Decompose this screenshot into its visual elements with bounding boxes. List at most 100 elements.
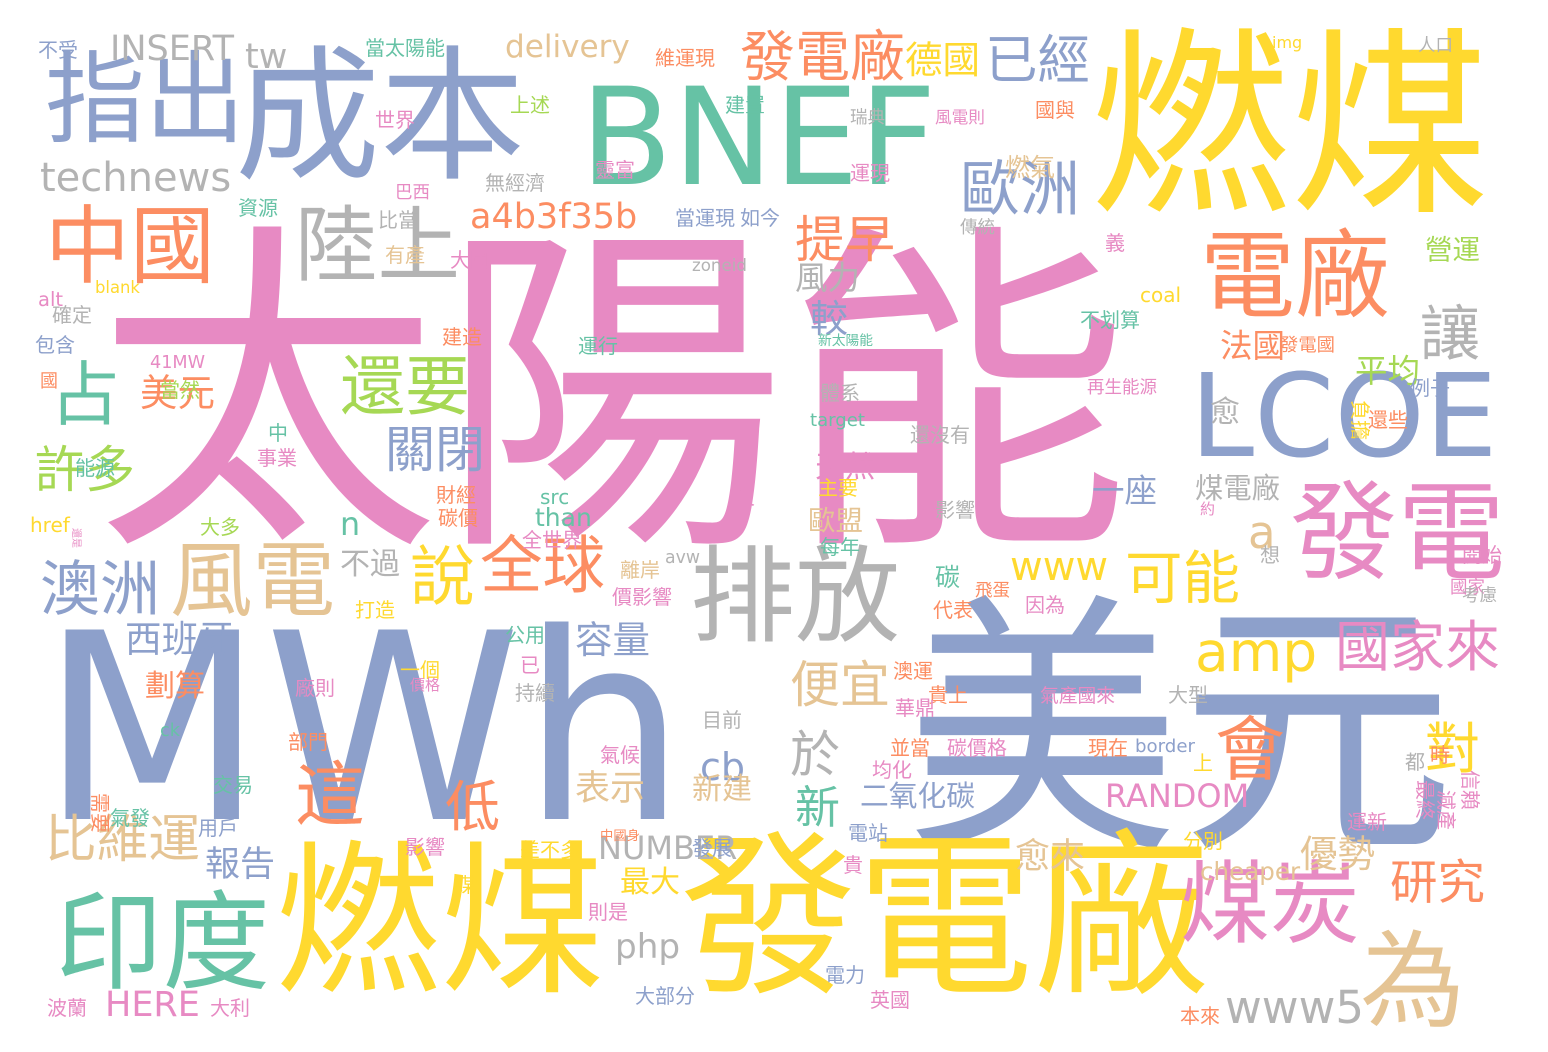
word: 則是 xyxy=(588,900,628,924)
word: 媒 xyxy=(455,873,475,897)
word: 現在 xyxy=(1088,736,1128,760)
word: 新 xyxy=(795,781,841,834)
word: 考慮 xyxy=(1462,586,1497,606)
word: 減產 xyxy=(1434,790,1458,830)
word: 發電國 xyxy=(1280,335,1335,356)
word: 並當 xyxy=(890,736,930,760)
word: img xyxy=(1272,33,1303,52)
word: 便宜 xyxy=(790,656,890,714)
word: 於 xyxy=(790,726,840,784)
word: 人口 xyxy=(1418,36,1453,56)
word: avw xyxy=(665,548,701,568)
word: delivery xyxy=(505,29,630,65)
word: 當太陽能 xyxy=(365,36,445,60)
word: blank xyxy=(95,278,140,297)
word: 都 xyxy=(1405,750,1425,774)
word: 義 xyxy=(1105,231,1125,255)
word: amp xyxy=(1195,620,1318,684)
word: 需要 xyxy=(88,793,112,833)
word: 部門 xyxy=(288,730,328,754)
word: 建造 xyxy=(442,325,482,349)
word: 打造 xyxy=(355,598,395,622)
word: zoneid xyxy=(692,256,747,275)
word: MWh xyxy=(40,579,687,881)
word: 已 xyxy=(520,653,540,677)
word: 表示 xyxy=(575,769,646,809)
word: 碳 xyxy=(935,563,961,592)
word: 有產 xyxy=(385,243,425,267)
word: 營運 xyxy=(1425,234,1480,266)
word: 維運現 xyxy=(655,46,715,70)
word: 新建 xyxy=(692,772,752,807)
word: 不划算 xyxy=(1080,308,1140,332)
word: 燃煤 xyxy=(1090,11,1491,244)
word: 大國 xyxy=(450,248,490,272)
word: 氣發 xyxy=(110,806,150,830)
word: 離岸 xyxy=(620,558,660,582)
word: 用戶 xyxy=(198,816,238,840)
word: 電廠 xyxy=(1200,222,1391,332)
word: alt xyxy=(38,288,64,311)
word: 建置 xyxy=(725,93,765,117)
word: 中國身 xyxy=(600,829,640,844)
word: 研究 xyxy=(1390,856,1485,911)
word: 分別 xyxy=(1183,829,1223,853)
word: 排放 xyxy=(690,536,901,658)
word: 美元 xyxy=(140,371,215,415)
word: 會 xyxy=(1215,709,1285,791)
word: 不過 xyxy=(340,547,400,582)
word: 波蘭 xyxy=(47,996,87,1020)
word: 氣候 xyxy=(600,743,640,767)
word: 體系 xyxy=(820,381,860,405)
word: 成本 xyxy=(235,33,525,202)
word: 開始 xyxy=(1462,543,1502,567)
word: 均化 xyxy=(872,758,912,782)
word: 持續 xyxy=(515,681,555,705)
word: 比維運 xyxy=(45,810,200,870)
word: 運行 xyxy=(578,334,618,358)
word: 上述 xyxy=(510,93,550,117)
word: 法國 xyxy=(1220,327,1286,365)
word: tw xyxy=(245,37,288,77)
word: 風電 xyxy=(170,533,335,629)
word: 能源 xyxy=(75,456,115,480)
word: 代表 xyxy=(933,598,973,622)
word: 碳價 xyxy=(438,506,478,530)
word: 提早 xyxy=(795,211,895,269)
word: 已經 xyxy=(985,30,1091,91)
word: BNEF xyxy=(580,59,937,216)
word: 影響 xyxy=(405,835,445,859)
word: 優勢 xyxy=(1300,832,1375,876)
word: 想 xyxy=(1260,543,1280,567)
word: 最大 xyxy=(620,865,680,900)
word: 碳價格 xyxy=(947,736,1007,760)
word: 上 xyxy=(1193,751,1213,775)
word: 再生能源 xyxy=(1087,378,1157,398)
word: 國與 xyxy=(1035,98,1075,122)
word: 讓 xyxy=(1420,300,1480,370)
word: 二氧化碳 xyxy=(860,779,975,813)
word: 還是 xyxy=(70,528,81,548)
word: 影響 xyxy=(935,498,975,522)
word: 燃氣 xyxy=(1005,153,1056,182)
word: 交易 xyxy=(213,773,253,797)
word: href xyxy=(30,513,70,537)
word: 占 xyxy=(50,354,120,436)
word: 德國 xyxy=(905,38,980,82)
word: 公用 xyxy=(505,623,545,647)
word: 為 xyxy=(1360,921,1466,1043)
word: 歐洲 xyxy=(960,155,1080,225)
word: 每年 xyxy=(820,535,860,559)
word: www5 xyxy=(1225,981,1365,1034)
word: cheaper xyxy=(1200,857,1301,886)
word: 發電廠 xyxy=(680,815,1210,1021)
word: 世界 xyxy=(375,108,415,132)
word: 風力 xyxy=(795,259,861,297)
word: 主要 xyxy=(818,476,858,500)
word: 運現 xyxy=(850,161,890,185)
word: coal xyxy=(1140,283,1182,307)
word: n xyxy=(340,507,361,543)
word: 還要 xyxy=(340,350,471,425)
word: 如今 xyxy=(740,206,780,230)
word: 西班牙 xyxy=(125,618,235,661)
